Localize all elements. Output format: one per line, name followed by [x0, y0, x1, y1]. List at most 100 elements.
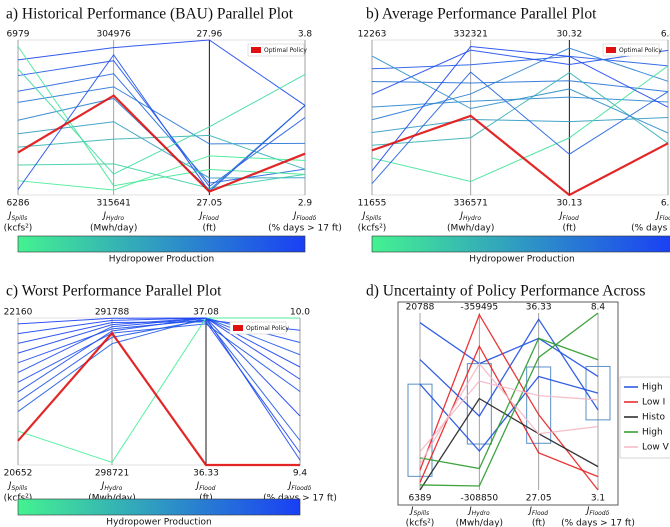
axis-unit: (% days > 17 ft): [631, 224, 670, 234]
legend-label: Low I: [642, 398, 665, 408]
uncertainty-box: [526, 366, 552, 444]
axis-name: JHydro: [467, 506, 490, 517]
uncertainty-box: [585, 365, 611, 421]
policy-line: [17, 163, 306, 189]
axis-max-label: 36.33: [526, 303, 552, 313]
axis-symbol: J: [100, 481, 105, 491]
axis-symbol: J: [409, 506, 414, 516]
axis-symbol: J: [585, 506, 590, 516]
axis-subscript: Spills: [11, 485, 27, 492]
policy-line: [17, 317, 301, 417]
optimal-line: [17, 94, 306, 193]
axis-subscript: Floodδ: [659, 215, 670, 222]
axis-name: JFlood: [527, 506, 548, 517]
panel-title: c) Worst Performance Parallel Plot: [6, 283, 222, 300]
axis-name: JFlood: [198, 211, 219, 222]
axis-name: JHydro: [100, 481, 123, 492]
axis-unit: (kcfs²): [406, 519, 435, 527]
axis-name: JSpills: [7, 481, 27, 492]
scenario-line: [419, 322, 599, 377]
axis-min-label: 9.4: [293, 469, 308, 479]
axis-subscript: Flood: [199, 485, 215, 492]
policy-line: [371, 47, 669, 121]
scenario-line: [419, 312, 599, 487]
legend-swatch: [233, 325, 243, 331]
axis-max-label: 6.4: [661, 30, 670, 40]
axis-max-label: 20788: [406, 303, 435, 313]
axis-subscript: Floodδ: [296, 215, 316, 222]
axis-subscript: Hydro: [472, 510, 490, 517]
axis-min-label: 27.05: [196, 199, 222, 209]
colorbar: [17, 235, 306, 253]
axis-min-label: 2.9: [298, 199, 313, 209]
axis-min-label: 298721: [95, 469, 129, 479]
policy-line: [17, 155, 306, 191]
plot-frame: [397, 301, 619, 506]
axis-unit: (Mwh/day): [447, 224, 494, 234]
axis-unit: (ft): [199, 494, 213, 504]
axis-name: JFloodδ: [292, 211, 317, 222]
legend-label: Histo: [642, 413, 665, 423]
axis-max-label: -359495: [461, 303, 499, 313]
policy-line: [17, 86, 306, 145]
axis-min-label: 20652: [4, 469, 33, 479]
axis-symbol: J: [558, 211, 563, 221]
legend-label: High: [642, 383, 663, 393]
axis-unit: (Mwh/day): [88, 494, 135, 504]
colorbar-label: Hydropower Production: [469, 255, 574, 265]
policy-line: [371, 49, 669, 95]
policy-line: [371, 72, 669, 146]
legend-box: [602, 43, 660, 57]
policy-line: [371, 65, 669, 182]
axis-max-label: 37.08: [193, 308, 219, 318]
axis-name: JSpills: [361, 211, 381, 222]
policy-line: [17, 321, 301, 454]
axis-min-label: 36.33: [193, 469, 219, 479]
policy-line: [17, 68, 306, 175]
axis-min-label: 30.13: [556, 199, 582, 209]
policy-line: [371, 71, 669, 184]
axis-max-label: 12263: [358, 30, 387, 40]
panel-title: a) Historical Performance (BAU) Parallel…: [6, 6, 294, 23]
policy-line: [371, 80, 669, 93]
policy-line: [17, 317, 301, 368]
axis-subscript: Hydro: [104, 485, 122, 492]
policy-line: [17, 73, 306, 184]
policy-line: [371, 117, 669, 134]
axis-name: JFloodδ: [287, 481, 312, 492]
axis-unit: (% days > 17 ft): [561, 519, 635, 527]
scenario-line: [419, 313, 599, 491]
legend-label: High: [642, 428, 663, 438]
axis-min-label: 6286: [7, 199, 30, 209]
axis-name: JFlood: [558, 211, 579, 222]
axis-unit: (kcfs²): [4, 224, 33, 234]
axis-min-label: 27.05: [526, 494, 552, 504]
scenario-line: [419, 337, 599, 470]
axis-name: JSpills: [7, 211, 27, 222]
axis-subscript: Flood: [532, 510, 548, 517]
policy-line: [17, 317, 300, 464]
axis-name: JSpills: [409, 506, 429, 517]
axis-subscript: Spills: [11, 215, 27, 222]
optimal-line: [371, 114, 669, 197]
axis-symbol: J: [527, 506, 532, 516]
axis-max-label: 6979: [7, 30, 30, 40]
axis-symbol: J: [101, 211, 106, 221]
colorbar: [371, 235, 670, 253]
axis-unit: (ft): [532, 519, 546, 527]
legend-box: [247, 43, 305, 57]
axis-max-label: 30.32: [556, 30, 582, 40]
policy-line: [17, 39, 306, 106]
scenario-line: [419, 318, 599, 418]
axis-symbol: J: [195, 481, 200, 491]
colorbar-label: Hydropower Production: [109, 255, 214, 265]
axis-subscript: Flood: [563, 215, 579, 222]
axis-subscript: Hydro: [106, 215, 124, 222]
axis-unit: (kcfs²): [4, 494, 33, 504]
colorbar-label: Hydropower Production: [106, 518, 211, 527]
policy-line: [17, 134, 306, 170]
policy-line: [17, 317, 301, 380]
scenario-line: [419, 380, 599, 453]
axis-min-label: 11655: [358, 199, 387, 209]
